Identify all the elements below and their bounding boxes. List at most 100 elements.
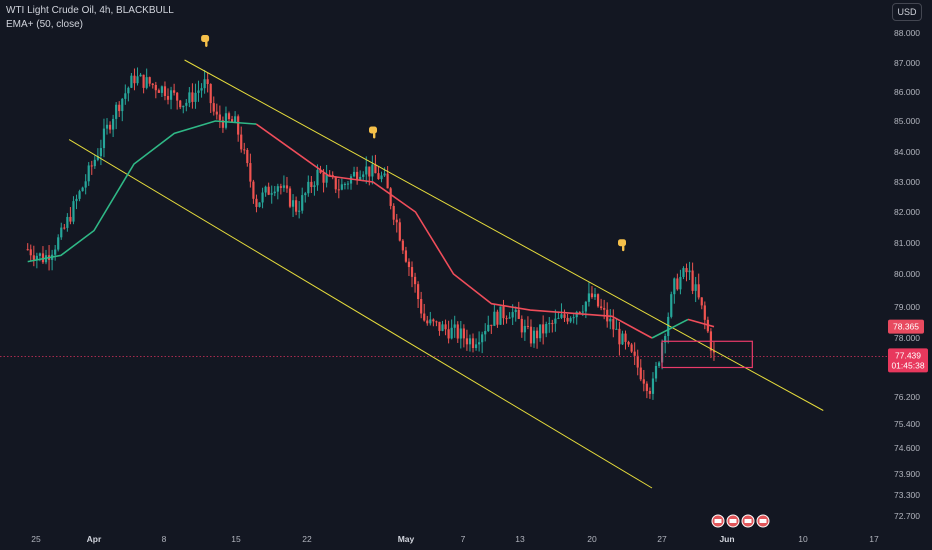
time-tick-label: Jun xyxy=(719,534,734,544)
price-tick-label: 73.300 xyxy=(894,490,920,500)
finger-index-shape xyxy=(373,132,376,139)
candle-body xyxy=(316,169,319,186)
price-tick-label: 81.000 xyxy=(894,238,920,248)
event-flag-icon xyxy=(756,514,770,528)
candle-body xyxy=(337,189,340,191)
candle-body xyxy=(102,128,106,149)
candle-body xyxy=(371,164,374,177)
candle-body xyxy=(508,317,511,319)
pointing-finger-icon xyxy=(369,126,377,139)
candle-body xyxy=(502,306,505,319)
channel-upper-line xyxy=(184,59,824,411)
symbol-title: WTI Light Crude Oil, 4h, BLACKBULL xyxy=(6,5,174,16)
time-tick-label: 15 xyxy=(231,534,241,544)
finger-index-shape xyxy=(205,41,208,47)
candle-body xyxy=(563,314,566,318)
candle-body xyxy=(596,294,600,307)
ema-line-rising xyxy=(27,120,257,263)
candle-body xyxy=(551,323,554,325)
candle-body xyxy=(654,365,658,379)
candle-body xyxy=(380,175,383,180)
event-flag-icon xyxy=(711,514,725,528)
candle-body xyxy=(194,92,197,102)
candle-body xyxy=(230,119,234,123)
candle-body xyxy=(200,88,203,91)
candle-body xyxy=(249,163,252,182)
overlay-layer xyxy=(0,35,888,528)
candle-body xyxy=(560,314,563,318)
candle-body xyxy=(127,87,130,94)
candle-body xyxy=(700,297,703,306)
candle-body xyxy=(322,172,325,183)
candle-body xyxy=(420,299,423,314)
candle-body xyxy=(264,186,267,193)
finger-index-shape xyxy=(622,245,625,252)
candle-body xyxy=(432,319,435,322)
candle-body xyxy=(429,319,432,324)
candle-body xyxy=(185,102,188,106)
candle-body xyxy=(182,105,185,108)
candle-body xyxy=(197,90,200,93)
candle-body xyxy=(539,324,542,339)
price-tick-label: 75.400 xyxy=(894,419,920,429)
candle-body xyxy=(712,350,716,353)
candle-body xyxy=(569,318,572,322)
candle-body xyxy=(346,183,350,185)
event-flag-icon xyxy=(741,514,755,528)
candle-body xyxy=(282,185,286,188)
candle-body xyxy=(679,276,682,290)
candle-body xyxy=(206,79,209,85)
candle-body xyxy=(160,86,164,93)
candle-body xyxy=(212,103,215,112)
candle-body xyxy=(139,74,142,77)
candle-body xyxy=(285,185,289,189)
candle-body xyxy=(535,330,539,339)
candle-body xyxy=(529,326,533,344)
candle-body xyxy=(133,75,136,84)
candle-body xyxy=(105,124,109,129)
candle-body xyxy=(66,216,69,228)
candle-body xyxy=(136,76,139,84)
time-axis[interactable]: 25 Apr 8 15 22 May 7 13 20 27 Jun 10 17 xyxy=(31,534,879,544)
candle-body xyxy=(621,333,624,345)
candle-body xyxy=(624,333,627,342)
channel-lower-line xyxy=(68,139,653,489)
candle-body xyxy=(435,321,438,323)
candle-body xyxy=(35,255,38,260)
candle-body xyxy=(630,344,633,352)
candle-body xyxy=(29,249,32,256)
price-tick-label: 74.600 xyxy=(894,443,920,453)
candle-body xyxy=(392,205,395,220)
candle-body xyxy=(227,113,231,120)
candle-body xyxy=(145,77,148,88)
time-tick-label: May xyxy=(398,534,415,544)
candle-body xyxy=(386,173,389,189)
candle-body xyxy=(304,193,307,196)
price-tick-label: 83.000 xyxy=(894,177,920,187)
candle-body xyxy=(325,174,328,183)
candle-body xyxy=(444,324,447,330)
ema-line-rising xyxy=(651,318,689,339)
currency-button[interactable]: USD xyxy=(892,3,922,21)
finger-hand-shape xyxy=(618,239,626,247)
candle-body xyxy=(154,84,157,91)
candle-body xyxy=(462,328,465,339)
candle-body xyxy=(407,261,411,268)
candle-body xyxy=(288,188,292,207)
candle-body xyxy=(572,317,575,319)
candle-body xyxy=(413,276,417,285)
candle-body xyxy=(90,165,93,167)
candle-body xyxy=(566,317,569,322)
candle-body xyxy=(676,278,679,290)
candle-body xyxy=(645,383,648,391)
candle-body xyxy=(496,311,499,325)
price-axis[interactable]: 88.000 87.000 86.000 85.000 84.000 83.000 82.0… xyxy=(888,28,928,521)
candle-body xyxy=(78,191,81,199)
candle-body xyxy=(255,198,258,207)
pointing-finger-icon xyxy=(618,239,626,252)
candle-body xyxy=(261,192,264,203)
candle-body xyxy=(179,100,182,108)
candle-body xyxy=(587,293,591,302)
candle-body xyxy=(148,77,151,84)
